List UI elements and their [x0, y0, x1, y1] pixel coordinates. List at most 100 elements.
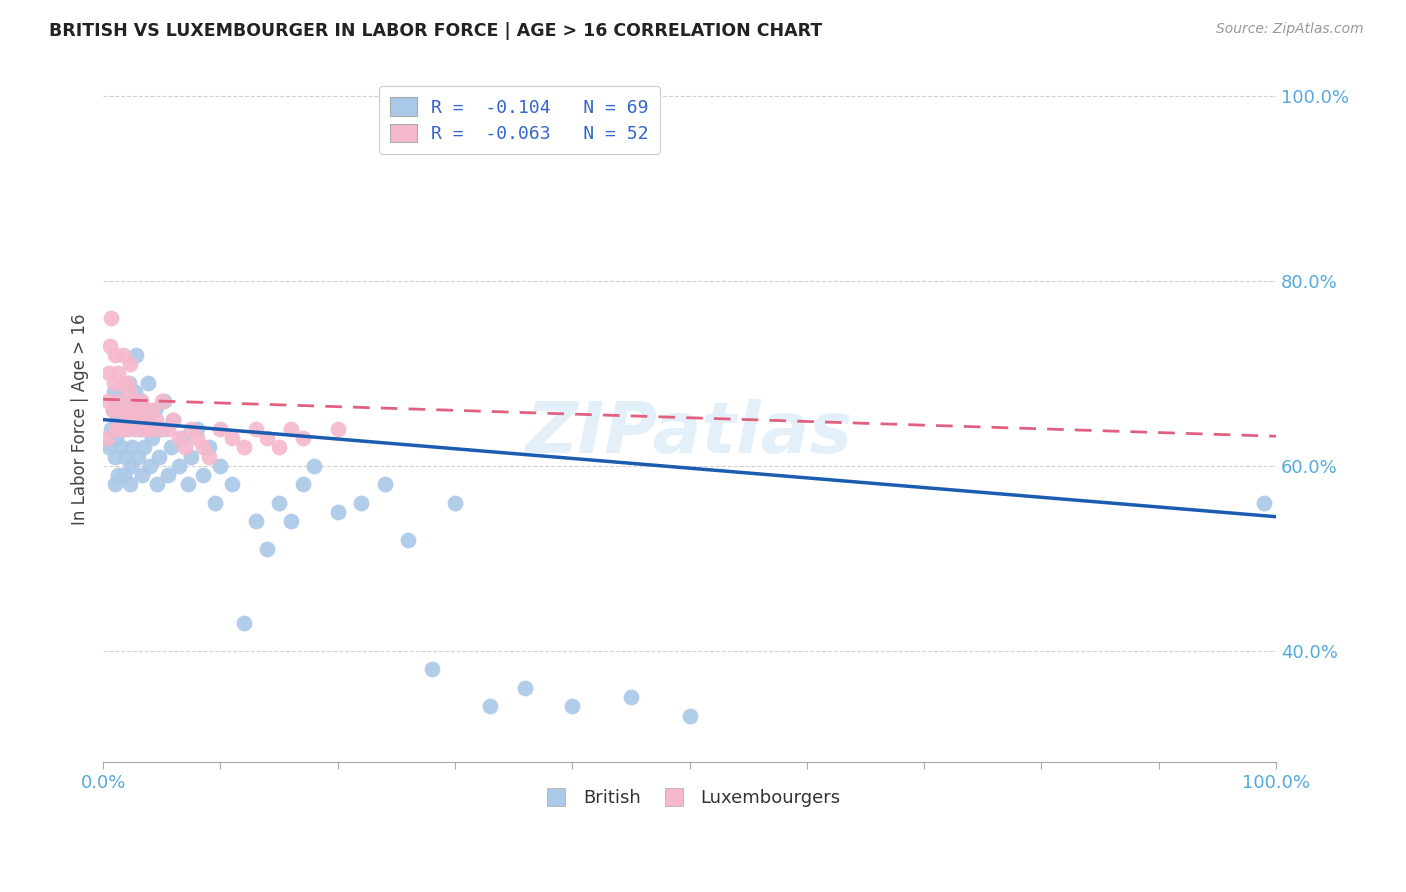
Point: [678, 708, 700, 723]
Point: [112, 394, 135, 409]
Point: [131, 468, 153, 483]
Point: [156, 422, 179, 436]
Point: [204, 496, 226, 510]
Point: [291, 477, 314, 491]
Point: [153, 394, 176, 409]
Point: [150, 422, 173, 436]
Point: [105, 412, 128, 426]
Point: [98, 338, 121, 352]
Point: [180, 422, 202, 436]
Point: [326, 505, 349, 519]
Point: [267, 441, 290, 455]
Point: [350, 496, 373, 510]
Point: [111, 376, 134, 390]
Point: [118, 376, 141, 390]
Point: [160, 441, 183, 455]
Point: [101, 403, 124, 417]
Point: [197, 441, 219, 455]
Point: [105, 394, 128, 409]
Point: [162, 412, 184, 426]
Point: [1253, 496, 1275, 510]
Point: [174, 441, 197, 455]
Point: [111, 412, 134, 426]
Point: [117, 412, 139, 426]
Point: [186, 422, 208, 436]
Point: [232, 615, 254, 630]
Point: [150, 394, 173, 409]
Point: [128, 422, 150, 436]
Point: [112, 422, 135, 436]
Point: [122, 422, 145, 436]
Point: [122, 412, 145, 426]
Point: [112, 348, 135, 362]
Point: [145, 412, 167, 426]
Point: [124, 384, 146, 399]
Point: [169, 458, 191, 473]
Point: [115, 376, 138, 390]
Point: [107, 468, 129, 483]
Point: [267, 496, 290, 510]
Point: [444, 496, 467, 510]
Point: [280, 514, 302, 528]
Point: [169, 431, 191, 445]
Point: [420, 662, 443, 676]
Point: [146, 477, 169, 491]
Point: [121, 441, 143, 455]
Point: [129, 394, 152, 409]
Point: [256, 542, 278, 557]
Point: [105, 431, 128, 445]
Point: [515, 681, 537, 695]
Point: [117, 403, 139, 417]
Point: [108, 422, 131, 436]
Point: [125, 403, 148, 417]
Point: [98, 367, 121, 381]
Point: [245, 514, 267, 528]
Point: [396, 533, 419, 547]
Point: [104, 348, 127, 362]
Point: [129, 394, 152, 409]
Point: [96, 431, 118, 445]
Point: [291, 431, 314, 445]
Point: [120, 458, 142, 473]
Point: [134, 412, 156, 426]
Point: [105, 422, 128, 436]
Point: [245, 422, 267, 436]
Point: [101, 403, 124, 417]
Point: [134, 441, 156, 455]
Point: [104, 450, 127, 464]
Point: [191, 441, 214, 455]
Point: [172, 431, 194, 445]
Point: [136, 412, 159, 426]
Point: [141, 403, 163, 417]
Point: [209, 458, 232, 473]
Point: [148, 450, 170, 464]
Point: [620, 690, 643, 704]
Point: [120, 412, 142, 426]
Point: [374, 477, 396, 491]
Point: [139, 422, 162, 436]
Point: [115, 422, 138, 436]
Point: [121, 394, 143, 409]
Point: [98, 441, 121, 455]
Point: [100, 422, 122, 436]
Point: [221, 477, 243, 491]
Point: [156, 468, 179, 483]
Point: [280, 422, 302, 436]
Text: Source: ZipAtlas.com: Source: ZipAtlas.com: [1216, 22, 1364, 37]
Point: [136, 376, 159, 390]
Point: [104, 477, 127, 491]
Point: [97, 394, 120, 409]
Point: [221, 431, 243, 445]
Point: [127, 412, 149, 426]
Point: [479, 699, 502, 714]
Point: [125, 348, 148, 362]
Point: [110, 441, 132, 455]
Point: [139, 458, 162, 473]
Point: [176, 477, 198, 491]
Point: [127, 450, 149, 464]
Point: [134, 403, 156, 417]
Point: [209, 422, 232, 436]
Point: [326, 422, 349, 436]
Text: ZIPatlas: ZIPatlas: [526, 399, 853, 467]
Point: [110, 403, 132, 417]
